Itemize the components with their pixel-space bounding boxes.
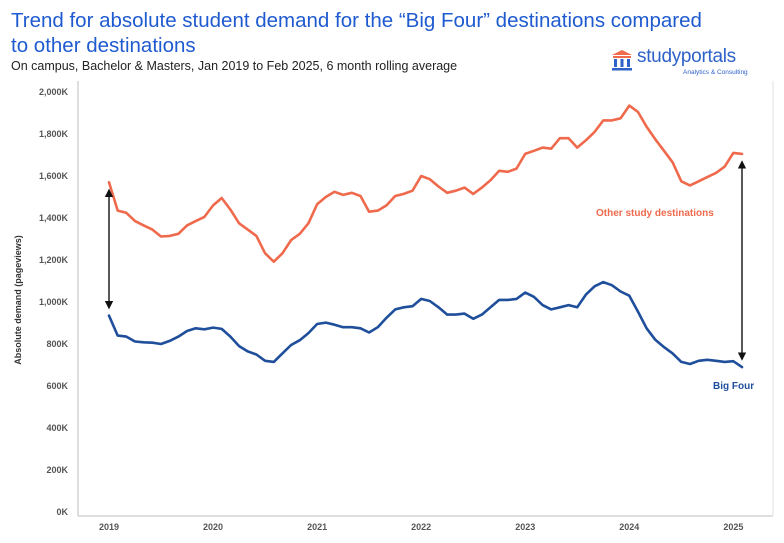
chart-subtitle: On campus, Bachelor & Masters, Jan 2019 …: [11, 59, 458, 73]
chart-frame: [77, 81, 774, 517]
difference-arrows: [104, 160, 747, 361]
series-line-0: [107, 104, 744, 264]
annotation-big-four: Big Four: [713, 381, 754, 392]
y-tick-label: 2,000K: [39, 87, 69, 97]
y-tick-label: 400K: [46, 423, 68, 433]
x-tick-label: 2021: [307, 522, 327, 532]
annotation-other: Other study destinations: [596, 208, 714, 219]
x-tick-label: 2023: [515, 522, 535, 532]
y-axis: 0K 200K 400K 600K 800K 1,000K 1,200K 1,400K 1,60…: [39, 87, 69, 517]
x-tick-label: 2025: [723, 522, 743, 532]
studyportals-logo: studyportals Analytics & Consulting: [611, 46, 776, 81]
y-tick-label: 1,800K: [39, 129, 69, 139]
logo-name: studyportals: [637, 46, 736, 67]
y-tick-label: 1,600K: [39, 171, 69, 181]
x-tick-label: 2020: [203, 522, 223, 532]
y-tick-label: 800K: [46, 339, 68, 349]
y-tick-label: 200K: [46, 465, 68, 475]
y-tick-label: 1,400K: [39, 213, 69, 223]
y-tick-label: 1,000K: [39, 297, 69, 307]
series-line-1: [107, 280, 744, 369]
x-tick-label: 2024: [619, 522, 639, 532]
logo-tagline: Analytics & Consulting: [683, 69, 748, 76]
x-tick-label: 2022: [411, 522, 431, 532]
chart-title: Trend for absolute student demand for th…: [11, 9, 702, 57]
series-lines: [107, 104, 744, 369]
building-columns-icon: [612, 50, 632, 71]
y-axis-label: Absolute demand (pageviews): [13, 235, 23, 365]
y-tick-label: 600K: [46, 381, 68, 391]
x-tick-label: 2019: [99, 522, 119, 532]
y-tick-label: 0K: [56, 507, 68, 517]
x-axis: 2019 2020 2021 2022 2023 2024 2025: [99, 522, 743, 532]
y-tick-label: 1,200K: [39, 255, 69, 265]
